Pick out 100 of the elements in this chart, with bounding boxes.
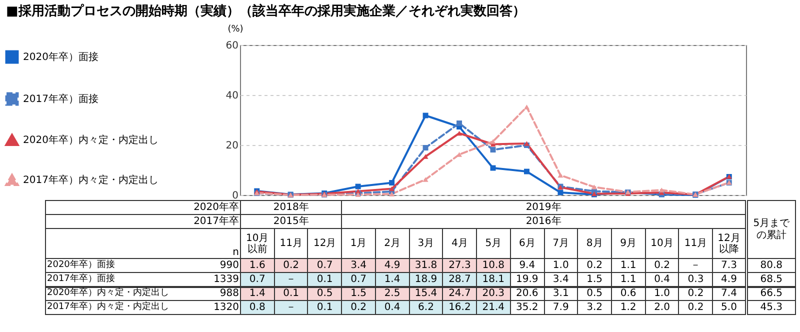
data-label: 0.7 (308, 258, 342, 272)
x-tick-label: 11月 (678, 228, 713, 258)
y-tick-label: 40 (226, 90, 238, 102)
data-label: 0.3 (678, 272, 713, 286)
text: 45.3 (746, 300, 796, 314)
data-label: 0.2 (342, 300, 376, 314)
chart-title: ■採用活動プロセスの開始時期（実績）（該当卒年の採用実施企業／それぞれ実数回答） (6, 2, 526, 20)
data-label: 15.4 (409, 286, 443, 300)
data-label: 35.2 (510, 300, 544, 314)
data-label: 28.7 (442, 272, 477, 286)
data-label: 1.0 (645, 286, 679, 300)
text: 2017年卒）面接 (47, 274, 115, 284)
data-label: 1.1 (611, 258, 646, 272)
data-label: 10.8 (476, 258, 510, 272)
y-tick-label: 0 (232, 190, 238, 202)
data-label: 20.3 (476, 286, 510, 300)
data-label: 18.9 (409, 272, 443, 286)
data-label: 4.9 (712, 272, 746, 286)
data-label: 0.2 (645, 258, 679, 272)
text: 66.5 (746, 286, 796, 300)
x-tick-label: 7月 (544, 228, 578, 258)
data-label: 6.2 (409, 300, 443, 314)
data-label: 2.0 (645, 300, 679, 314)
data-label: 1.1 (611, 272, 646, 286)
legend-label: 2017年卒）面接 (23, 93, 98, 105)
text: 5月までの累計 (746, 200, 796, 258)
data-label: 27.3 (442, 258, 477, 272)
data-label: 0.7 (342, 272, 376, 286)
data-label: 21.4 (476, 300, 510, 314)
data-label: 31.8 (409, 258, 443, 272)
text: 990 (210, 258, 241, 272)
legend-label: 2020年卒）面接 (23, 51, 98, 63)
x-tick-label: 11月 (274, 228, 308, 258)
data-label: 18.1 (476, 272, 510, 286)
data-label: 0.5 (308, 286, 342, 300)
y-tick-label: 20 (226, 140, 238, 152)
text: 1339 (210, 272, 241, 286)
data-label: 1.0 (544, 258, 578, 272)
data-label: 0.2 (578, 258, 612, 272)
data-label: 0.8 (240, 300, 274, 314)
data-label: 0.2 (678, 286, 713, 300)
data-label: 9.4 (510, 258, 544, 272)
data-label: 0.7 (240, 272, 274, 286)
x-tick-label: 10月 (645, 228, 679, 258)
text: 68.5 (746, 272, 796, 286)
text: 2017年卒）内々定・内定出し (47, 302, 169, 312)
x-tick-label: 8月 (578, 228, 612, 258)
data-label: 1.2 (611, 300, 646, 314)
data-label: 19.9 (510, 272, 544, 286)
x-tick-label: 1月 (342, 228, 376, 258)
data-label: 0.2 (274, 258, 308, 272)
legend-label: 2020年卒）内々定・内定出し (23, 134, 158, 146)
data-label: 1.4 (240, 286, 274, 300)
data-label: 0.1 (274, 286, 308, 300)
text: 1320 (210, 300, 241, 314)
text: 2017年卒 (46, 214, 241, 228)
data-label: 0.5 (578, 286, 612, 300)
data-label: － (678, 258, 713, 272)
x-tick-label: 4月 (442, 228, 477, 258)
data-label: 0.2 (678, 300, 713, 314)
text: 2020年卒）内々定・内定出し (47, 288, 169, 298)
x-tick-label: 6月 (510, 228, 544, 258)
text: 80.8 (746, 258, 796, 272)
y-tick-label: 60 (226, 40, 238, 52)
x-tick-label: 12月以降 (712, 228, 746, 258)
text: n (210, 228, 241, 258)
x-tick-label: 3月 (409, 228, 443, 258)
data-label: 0.6 (611, 286, 646, 300)
text: 988 (210, 286, 241, 300)
data-label: 0.1 (308, 272, 342, 286)
data-label: 2.5 (375, 286, 410, 300)
x-tick-label: 10月以前 (240, 228, 274, 258)
data-label: 1.5 (342, 286, 376, 300)
data-label: 20.6 (510, 286, 544, 300)
text: 2019年 (342, 200, 746, 214)
data-label: 24.7 (442, 286, 477, 300)
data-label: 3.4 (544, 272, 578, 286)
data-label: 1.6 (240, 258, 274, 272)
text: 2020年卒 (46, 200, 241, 214)
data-label: 7.4 (712, 286, 746, 300)
text: 2016年 (342, 214, 746, 228)
data-label: 1.5 (578, 272, 612, 286)
text: 2020年卒）面接 (47, 260, 115, 270)
data-label: 4.9 (375, 258, 410, 272)
legend-label: 2017年卒）内々定・内定出し (23, 174, 158, 186)
data-label: 0.4 (375, 300, 410, 314)
data-label: 0.4 (645, 272, 679, 286)
data-label: 16.2 (442, 300, 477, 314)
x-tick-label: 5月 (476, 228, 510, 258)
data-label: － (274, 300, 308, 314)
data-label: 7.3 (712, 258, 746, 272)
text: 2018年 (240, 200, 342, 214)
data-label: 5.0 (712, 300, 746, 314)
data-label: 3.2 (578, 300, 612, 314)
x-tick-label: 12月 (308, 228, 342, 258)
data-label: 7.9 (544, 300, 578, 314)
y-axis-title: (%) (228, 24, 244, 34)
x-tick-label: 9月 (611, 228, 646, 258)
data-label: 0.1 (308, 300, 342, 314)
x-tick-label: 2月 (375, 228, 410, 258)
